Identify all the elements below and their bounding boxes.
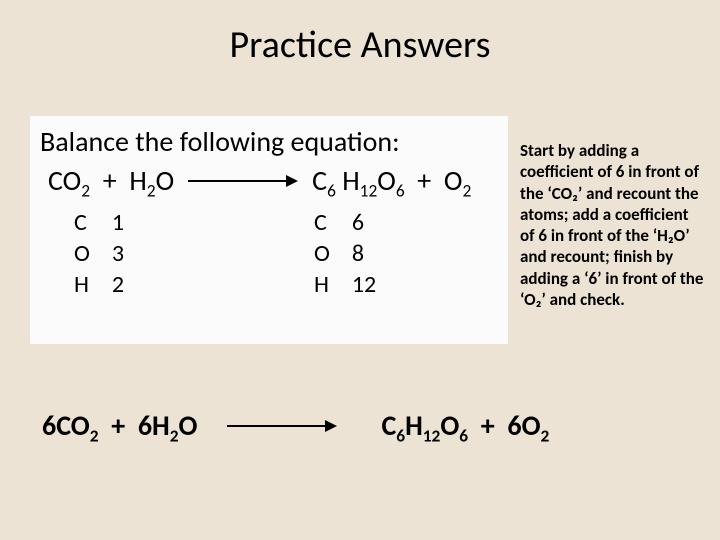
hint-sidebar: Start by adding a coefficient of 6 in fr… bbox=[520, 140, 705, 310]
atom-counts-right: C6O8H12 bbox=[314, 208, 376, 299]
atom-counts-left: C1O3H2 bbox=[74, 208, 124, 299]
eq2-lhs: 6CO2 + 6H2O bbox=[42, 408, 197, 443]
eq1-rhs: C6 H12O6 + O2 bbox=[312, 163, 471, 198]
arrow-icon bbox=[188, 174, 298, 188]
eq1-lhs: CO2 + H2O bbox=[48, 163, 174, 198]
slide: Practice Answers Balance the following e… bbox=[0, 0, 720, 540]
instruction-text: Balance the following equation: bbox=[40, 124, 498, 159]
unbalanced-equation: CO2 + H2O C6 H12O6 + O2 bbox=[40, 163, 498, 198]
balanced-equation: 6CO2 + 6H2O C6H12O6 + 6O2 bbox=[42, 408, 549, 443]
content-box: Balance the following equation: CO2 + H2… bbox=[30, 116, 508, 344]
atom-counts: C1O3H2 C6O8H12 bbox=[40, 208, 498, 299]
arrow-icon bbox=[227, 419, 337, 433]
page-title: Practice Answers bbox=[0, 0, 720, 68]
eq2-rhs: C6H12O6 + 6O2 bbox=[381, 408, 549, 443]
